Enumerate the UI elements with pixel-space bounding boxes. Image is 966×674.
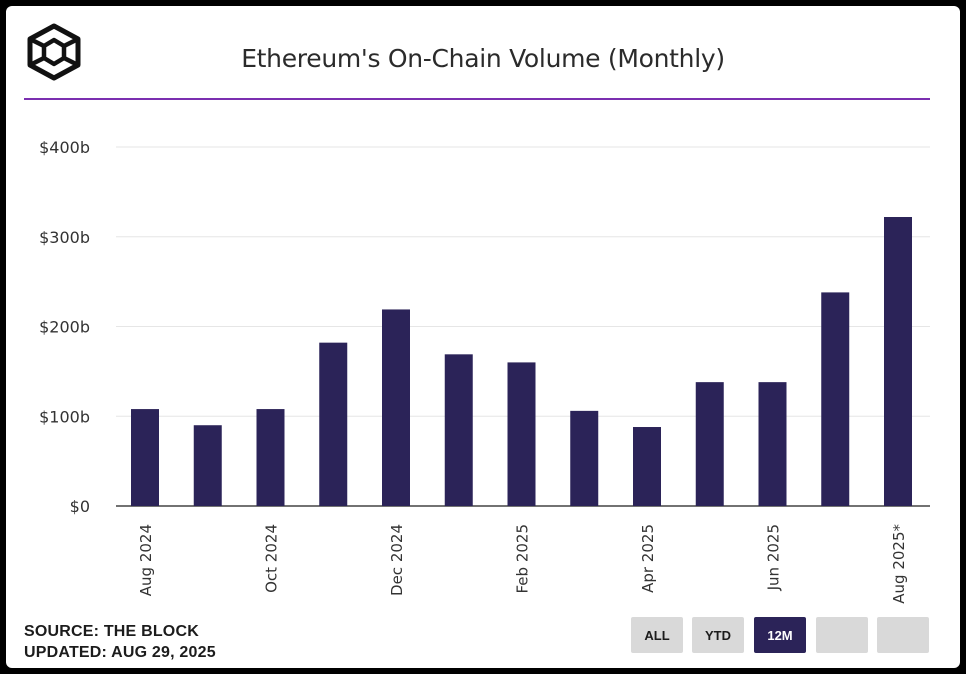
bar-feb-2025[interactable] [507,362,536,506]
bar-sep-2024[interactable] [193,425,222,506]
bar-may-2025[interactable] [695,382,724,506]
range-button-empty[interactable] [816,617,868,653]
range-button-12m[interactable]: 12M [754,617,806,653]
bar-jan-2025[interactable] [444,354,473,506]
bar-mar-2025[interactable] [570,410,599,506]
y-tick-label: $0 [70,497,90,516]
x-tick-label: Oct 2024 [263,524,281,593]
y-tick-label: $100b [39,407,90,426]
x-tick-label: Dec 2024 [388,524,406,596]
the-block-logo-icon [27,23,81,81]
range-button-empty[interactable] [877,617,929,653]
bar-aug-2025[interactable] [884,217,912,506]
x-tick-label: Feb 2025 [514,524,532,594]
bar-jun-2025[interactable] [758,382,787,506]
bar-nov-2024[interactable] [319,342,348,506]
source-label: SOURCE: THE BLOCK [24,623,199,640]
bar-dec-2024[interactable] [382,309,410,506]
chart-title: Ethereum's On-Chain Volume (Monthly) [241,44,725,73]
bar-oct-2024[interactable] [256,409,285,506]
range-button-all[interactable]: ALL [631,617,683,653]
x-tick-label: Jun 2025 [765,524,783,591]
y-tick-label: $400b [39,138,90,157]
x-tick-label: Apr 2025 [639,524,657,593]
updated-label: UPDATED: AUG 29, 2025 [24,644,216,661]
bar-apr-2025[interactable] [633,427,661,506]
chart-card [6,6,960,668]
bar-chart: $0 $100b $200b $300b $400b Aug 2024 Oct 2024 De… [39,138,930,604]
x-tick-label: Aug 2024 [137,524,155,596]
range-button-ytd[interactable]: YTD [692,617,744,653]
y-tick-label: $300b [39,228,90,247]
x-tick-label: Aug 2025* [890,524,908,604]
bar-jul-2025[interactable] [821,292,850,506]
y-tick-label: $200b [39,318,90,337]
bar-aug-2024[interactable] [131,409,159,506]
title-divider [24,98,930,100]
